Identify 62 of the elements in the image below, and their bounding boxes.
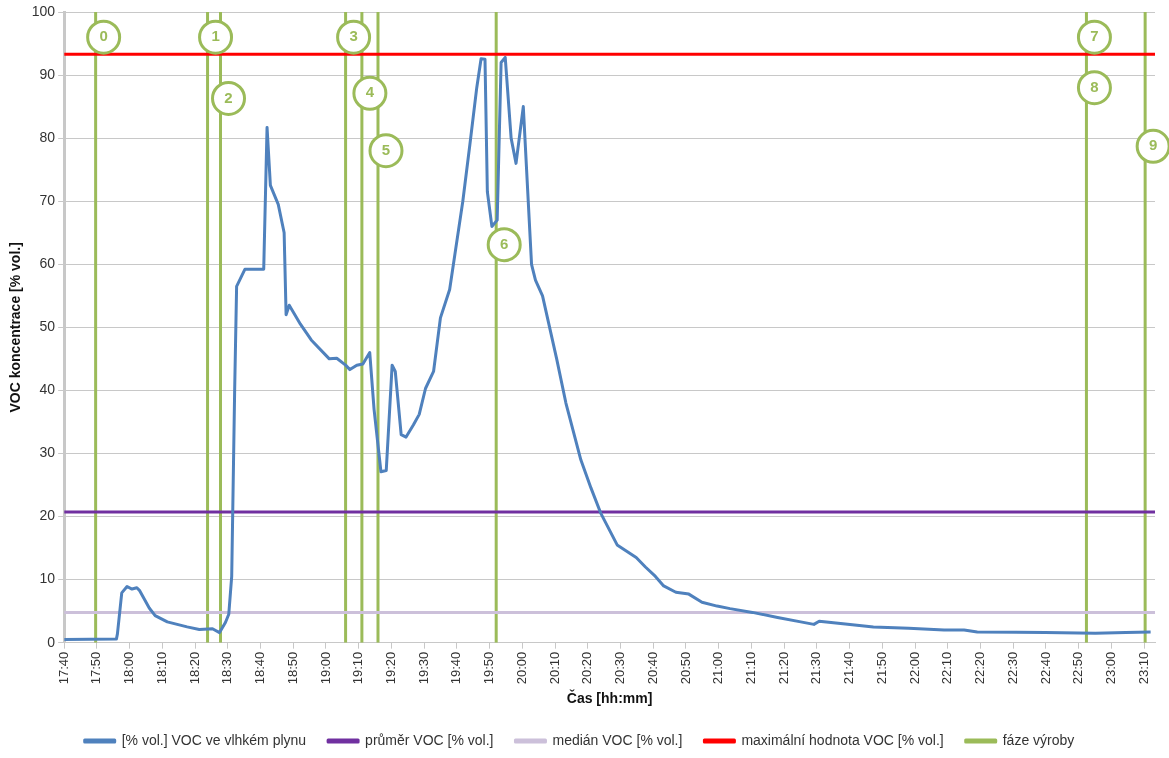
x-tick-label: 20:00: [513, 651, 529, 685]
y-tick-label: 70: [39, 192, 56, 209]
x-tick-label: 19:10: [350, 651, 366, 685]
x-tick-label: 22:20: [972, 651, 988, 685]
annotation: 3: [349, 27, 358, 45]
x-tick-label: 21:30: [808, 651, 824, 685]
x-tick-label: 21:00: [710, 651, 726, 685]
y-axis-title: VOC koncentrace [% vol.]: [7, 242, 24, 413]
x-tick-label: 23:10: [1135, 651, 1151, 685]
annotation: 7: [1090, 27, 1099, 45]
annotation: 5: [381, 140, 391, 158]
x-tick-label: 22:30: [1004, 651, 1020, 685]
y-tick-label: 50: [39, 318, 56, 335]
annotation: 4: [365, 83, 375, 101]
x-tick-label: 19:00: [317, 651, 333, 685]
x-tick-label: 20:50: [677, 651, 693, 685]
x-tick-label: 18:10: [153, 651, 169, 685]
x-tick-label: 18:30: [219, 651, 235, 685]
x-tick-label: 21:20: [775, 651, 791, 685]
annotation: 8: [1090, 77, 1099, 95]
x-tick-label: 22:00: [906, 651, 922, 685]
annotation: 9: [1148, 136, 1158, 154]
x-tick-label: 18:20: [186, 651, 202, 685]
y-tick-label: 60: [39, 255, 56, 272]
y-tick-label: 30: [39, 444, 56, 461]
x-tick-label: 19:40: [448, 651, 464, 685]
x-tick-label: 22:50: [1070, 651, 1086, 685]
y-tick-label: 0: [47, 633, 56, 650]
y-tick-label: 90: [39, 65, 56, 82]
legend-label: medián VOC [% vol.]: [552, 731, 683, 748]
x-tick-label: 21:10: [742, 651, 758, 685]
x-tick-label: 21:50: [873, 651, 889, 685]
x-tick-label: 20:20: [579, 651, 595, 685]
y-tick-label: 20: [39, 507, 56, 524]
legend-label: průměr VOC [% vol.]: [365, 731, 494, 748]
x-tick-label: 18:50: [284, 651, 300, 685]
y-tick-label: 40: [39, 381, 56, 398]
annotation: 0: [99, 27, 108, 45]
x-tick-label: 19:30: [415, 651, 431, 685]
x-axis-title: Čas [hh:mm]: [566, 689, 653, 707]
x-tick-label: 21:40: [841, 651, 857, 685]
x-tick-label: 22:10: [939, 651, 955, 685]
x-tick-label: 22:40: [1037, 651, 1053, 685]
y-tick-label: 100: [31, 2, 56, 19]
x-tick-label: 19:50: [481, 651, 497, 685]
legend-label: [% vol.] VOC ve vlhkém plynu: [121, 731, 307, 748]
annotation: 2: [224, 88, 233, 106]
y-tick-label: 80: [39, 128, 56, 145]
legend-label: fáze výroby: [1002, 731, 1075, 748]
x-tick-label: 20:10: [546, 651, 562, 685]
annotation: 6: [500, 234, 509, 252]
x-tick-label: 23:00: [1102, 651, 1118, 685]
x-tick-label: 20:40: [644, 651, 660, 685]
legend-label: maximální hodnota VOC [% vol.]: [741, 731, 944, 748]
x-tick-label: 17:40: [55, 651, 71, 685]
x-tick-label: 18:40: [252, 651, 268, 685]
x-tick-label: 18:00: [121, 651, 137, 685]
x-tick-label: 17:50: [88, 651, 104, 685]
y-tick-label: 10: [39, 570, 56, 587]
annotation: 1: [211, 27, 220, 45]
x-tick-label: 20:30: [612, 651, 628, 685]
x-tick-label: 19:20: [382, 651, 398, 685]
